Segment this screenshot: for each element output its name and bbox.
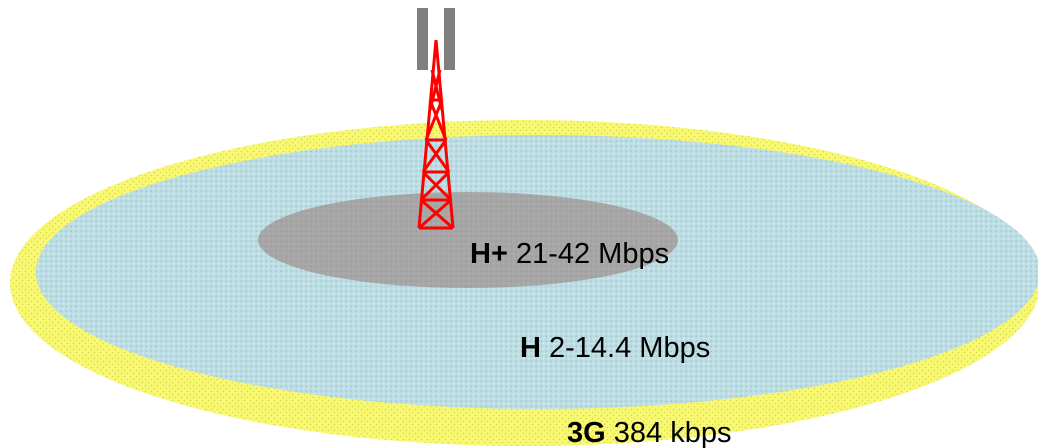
zone-h-speed: 2-14.4 Mbps bbox=[549, 332, 711, 364]
antenna-right bbox=[444, 8, 455, 70]
zone-hplus-area bbox=[258, 192, 678, 288]
zone-h-label: H 2-14.4 Mbps bbox=[520, 334, 710, 363]
antenna-left bbox=[417, 8, 428, 70]
zone-hplus-speed: 21-42 Mbps bbox=[515, 238, 670, 270]
zone-h-technology: H bbox=[520, 332, 541, 364]
zone-hplus-technology: H+ bbox=[470, 238, 508, 270]
cell-tower-icon bbox=[417, 8, 455, 230]
zone-3g-speed: 384 kbps bbox=[613, 417, 732, 448]
tower-mast bbox=[417, 39, 455, 230]
zone-3g-label: 3G 384 kbps bbox=[567, 419, 731, 448]
zone-3g-technology: 3G bbox=[567, 417, 606, 448]
zone-hplus-label: H+ 21-42 Mbps bbox=[470, 240, 669, 269]
